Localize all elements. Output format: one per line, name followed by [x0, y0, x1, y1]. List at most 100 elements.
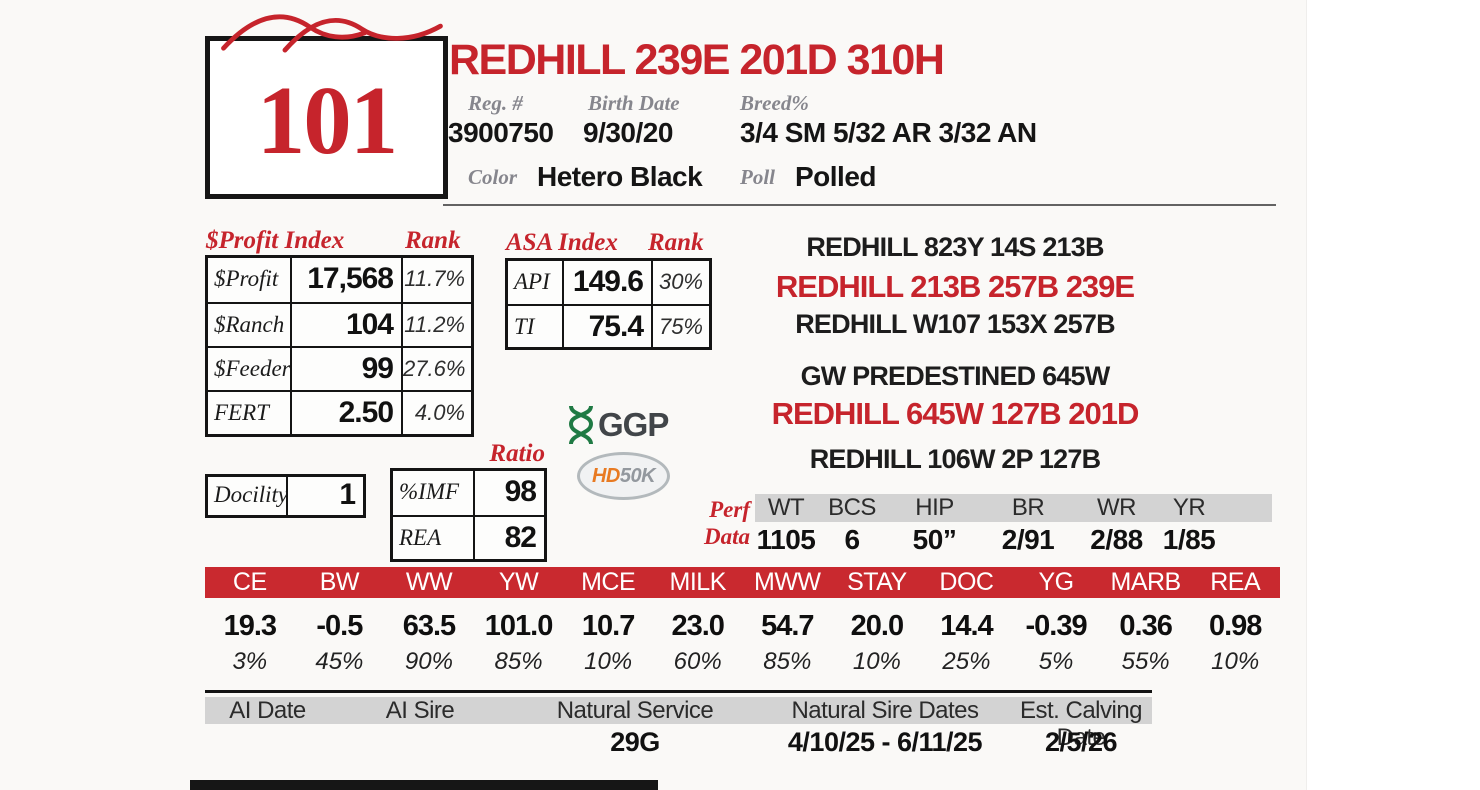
asa-row-rank: 30% [658, 269, 703, 294]
epd-col-header: DOC [939, 568, 994, 596]
perf-label-line1: Perf [709, 497, 750, 522]
dna-helix-icon [568, 405, 594, 445]
breeding-col-header: Natural Service [556, 697, 714, 724]
pedigree-sire-granddam: REDHILL W107 153X 257B [795, 309, 1115, 339]
perf-value: 1/85 [1162, 524, 1216, 555]
epd-percentile: 90% [404, 648, 453, 675]
asa-row-rank: 75% [653, 304, 709, 347]
epd-value: 101.0 [484, 610, 554, 642]
epd-col-header: CE [232, 568, 267, 596]
epd-percentiles-row: 3% 45% 90% 85% 10% 60% 85% 10% 25% 5% 55… [205, 648, 1280, 676]
epd-percentile: 55% [1121, 648, 1170, 675]
epd-col-header: WW [405, 568, 453, 596]
profit-row-value: 104 [292, 302, 403, 346]
epd-value: 10.7 [581, 610, 635, 642]
epd-values-row: 19.3 -0.5 63.5 101.0 10.7 23.0 54.7 20.0… [205, 610, 1280, 643]
asa-row-label: TI [508, 304, 564, 347]
breeding-col-header: Est. Calving Date [1019, 697, 1143, 751]
catalog-page: 101 REDHILL 239E 201D 310H Reg. # Birth … [190, 0, 1307, 790]
perf-header-band [755, 494, 1272, 522]
poll-label: Poll [740, 165, 775, 189]
breeding-value [330, 727, 510, 758]
breed-label: Breed% [740, 91, 809, 115]
epd-value: -0.39 [1025, 610, 1087, 642]
perf-value: 1105 [756, 524, 816, 555]
ratio-row-value: 98 [504, 475, 537, 508]
profit-row-value: 17,568 [292, 258, 403, 302]
epd-col-header: YW [498, 568, 539, 596]
ratio-table: %IMF 98 REA 82 [390, 468, 547, 562]
birth-date-label: Birth Date [588, 91, 680, 115]
ggp-logo: GGP [566, 404, 669, 446]
asa-index-title: ASA Index [506, 229, 618, 256]
epd-value: 63.5 [402, 610, 456, 642]
profit-row-label: $Feeder [208, 346, 292, 390]
epd-header-bar [205, 567, 1280, 598]
breeding-header-row: AI Date AI Sire Natural Service Natural … [205, 697, 1152, 751]
color-label: Color [468, 165, 518, 189]
epd-value: 0.98 [1208, 610, 1262, 642]
epd-value: -0.5 [316, 610, 363, 642]
perf-value: 2/88 [1090, 524, 1143, 555]
epd-col-header: MILK [669, 568, 727, 596]
perf-col-header: YR [1172, 494, 1206, 521]
asa-row-value: 75.4 [564, 304, 653, 347]
ratio-row-label: REA [393, 515, 475, 559]
breeding-values-row: 29G 4/10/25 - 6/11/25 2/5/26 [205, 727, 1152, 758]
perf-value: 6 [844, 524, 860, 555]
ratio-row-label: %IMF [393, 471, 475, 515]
epd-percentile: 25% [942, 648, 991, 675]
profit-row-value: 2.50 [292, 390, 403, 434]
pedigree-dam-granddam: REDHILL 106W 2P 127B [809, 444, 1101, 474]
perf-label-line2: Data [704, 524, 750, 549]
perf-values-row: 1105 6 50” 2/91 2/88 1/85 [755, 524, 1219, 556]
profit-row-label: $Profit [208, 258, 292, 302]
epd-value: 20.0 [850, 610, 904, 642]
animal-name-title: REDHILL 239E 201D 310H [449, 36, 945, 84]
perf-col-header: HIP [915, 494, 954, 521]
breeding-value [205, 727, 330, 758]
docility-value: 1 [339, 478, 356, 511]
epd-col-header: MARB [1110, 568, 1182, 596]
perf-value: 50” [912, 524, 957, 555]
breed-value: 3/4 SM 5/32 AR 3/32 AN [740, 117, 1037, 148]
perf-header-row: WT BCS HIP BR WR YR [755, 494, 1219, 522]
breeding-col-header: AI Date [229, 697, 306, 724]
epd-col-header: STAY [847, 568, 907, 596]
asa-index-table: API 149.6 30% TI 75.4 75% [505, 258, 712, 350]
epd-value: 0.36 [1119, 610, 1172, 642]
lot-number: 101 [256, 67, 398, 174]
hd50k-badge: HD 50K [577, 452, 670, 500]
birth-date-value: 9/30/20 [583, 117, 673, 148]
profit-row-rank: 27.6% [403, 346, 471, 390]
hd50k-hd-text: HD [591, 464, 620, 487]
pedigree-sire: REDHILL 213B 257B 239E [775, 269, 1135, 304]
breeding-value: 29G [610, 727, 660, 757]
header-divider [443, 204, 1276, 206]
epd-percentile: 10% [1211, 648, 1260, 675]
pedigree-sire-grandsire: REDHILL 823Y 14S 213B [806, 232, 1104, 262]
redhill-hills-brand-icon [221, 14, 443, 53]
profit-row-label: FERT [208, 390, 292, 434]
epd-percentile: 85% [494, 648, 543, 675]
epd-col-header: MCE [581, 568, 636, 596]
epd-col-header: MWW [754, 568, 821, 596]
epd-value: 23.0 [671, 610, 724, 642]
asa-row-value: 149.6 [564, 261, 653, 304]
docility-label: Docility [208, 477, 288, 515]
perf-col-header: WT [767, 494, 805, 521]
epd-percentile: 45% [315, 648, 364, 675]
epd-percentile: 10% [852, 648, 901, 675]
profit-row-value: 99 [292, 346, 403, 390]
profit-index-rank-header: Rank [405, 227, 461, 254]
reg-label: Reg. # [468, 91, 523, 115]
ggp-logo-text: GGP [598, 406, 669, 443]
epd-col-header: BW [319, 568, 360, 596]
ratio-row-value: 82 [475, 515, 544, 559]
docility-table: Docility 1 [205, 474, 366, 518]
profit-row-rank: 11.7% [404, 266, 465, 291]
perf-col-header: WR [1097, 494, 1136, 521]
breeding-section-divider [205, 690, 1152, 693]
next-lot-divider-bar [190, 780, 658, 790]
epd-value: 14.4 [940, 610, 993, 642]
